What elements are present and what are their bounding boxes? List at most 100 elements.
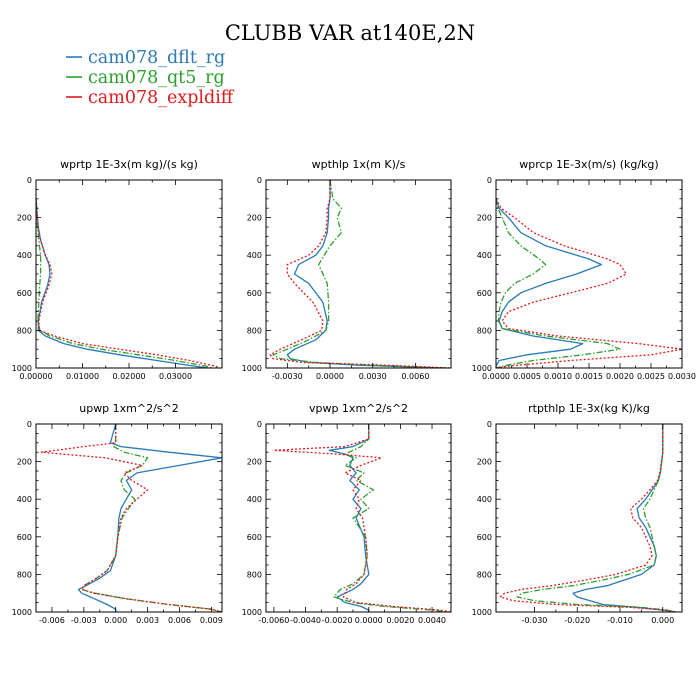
y-tick-label: 1000 [12,608,32,617]
y-tick-label: 1000 [242,364,262,373]
x-tick-label: 0.003 [136,616,159,625]
legend: cam078_dflt_rg cam078_qt5_rg cam078_expl… [66,48,235,108]
series-line-cam078-expldiff [273,424,451,612]
x-tick-label: 0.00000 [19,372,52,381]
x-tick-label: -0.030 [522,616,548,625]
y-tick-label: 1000 [12,364,32,373]
panel-title: rtpthlp 1E-3x(kg K)/kg [528,402,650,415]
panels: wprtp 1E-3x(m kg)/(s kg) 0 200 400 600 800 100… [12,158,696,625]
y-tick-label: 800 [247,326,262,335]
x-tick-label: 0.0005 [513,372,541,381]
y-tick-label: 800 [477,326,492,335]
y-tick-label: 400 [247,495,262,504]
x-tick-label: 0.0020 [606,372,634,381]
x-tick-label: 0.0040 [418,616,446,625]
x-tick-label: 0.0030 [359,372,387,381]
chart-panel-2: wpthlp 1x(m K)/s 0 200 400 600 800 1000 -0.0030… [242,158,452,381]
series-group [36,198,220,368]
series-line-cam078-qt5-rg [516,424,676,612]
y-tick-label: 200 [247,458,262,467]
y-tick-label: 800 [17,326,32,335]
y-tick-label: 200 [17,214,32,223]
legend-label-dflt: cam078_dflt_rg [88,48,225,68]
series-line-cam078-dflt-rg [496,198,603,368]
y-tick-label: 200 [17,458,32,467]
figure-title: CLUBB VAR at140E,2N [225,21,475,45]
y-tick-label: 600 [477,289,492,298]
x-tick-label: 0.0000 [316,372,344,381]
panel-title: upwp 1xm^2/s^2 [79,402,179,415]
y-tick-label: 1000 [472,608,492,617]
y-tick-label: 1000 [242,608,262,617]
series-line-cam078-dflt-rg [572,424,676,612]
panel-title: wpthlp 1x(m K)/s [312,158,406,171]
y-tick-label: 400 [247,251,262,260]
x-tick-label: 0.009 [200,616,223,625]
y-tick-label: 200 [477,458,492,467]
chart-panel-6: rtpthlp 1E-3x(kg K)/kg 0 200 400 600 800 1000 -… [472,402,683,625]
x-tick-label: 0.0015 [575,372,603,381]
y-tick-label: 0 [27,420,32,429]
x-tick-label: 0.006 [168,616,191,625]
series-line-cam078-qt5-rg [333,424,448,612]
chart-panel-4: upwp 1xm^2/s^2 0 200 400 600 800 1000 -0.006 -0.… [12,402,223,625]
y-tick-label: 600 [477,533,492,542]
x-tick-label: 0.0010 [544,372,572,381]
series-line-cam078-expldiff [40,424,222,612]
x-tick-label: 0.000 [651,616,674,625]
axes-frame [35,179,223,369]
panel-title: wprtp 1E-3x(m kg)/(s kg) [60,158,198,171]
y-tick-label: 400 [17,251,32,260]
y-tick-label: 1000 [472,364,492,373]
y-tick-label: 600 [17,289,32,298]
y-tick-label: 200 [247,214,262,223]
series-line-cam078-expldiff [496,198,682,368]
x-tick-label: 0.0020 [386,616,414,625]
x-tick-label: 0.000 [104,616,127,625]
y-tick-label: 400 [477,495,492,504]
legend-label-expldiff: cam078_expldiff [88,88,235,108]
x-tick-label: 0.0000 [355,616,383,625]
series-line-cam078-expldiff [499,424,676,612]
x-tick-label: 0.0030 [668,372,696,381]
chart-panel-1: wprtp 1E-3x(m kg)/(s kg) 0 200 400 600 800 100… [12,158,223,381]
panel-title: vpwp 1xm^2/s^2 [309,402,408,415]
x-tick-label: -0.020 [564,616,590,625]
y-tick-label: 600 [17,533,32,542]
series-line-cam078-qt5-rg [36,198,213,368]
series-group [273,424,451,612]
axes-frame [35,423,223,613]
x-tick-label: 0.0060 [401,372,429,381]
y-tick-label: 800 [477,570,492,579]
x-tick-label: -0.010 [607,616,633,625]
axes-frame [495,423,683,613]
x-tick-label: -0.0030 [272,372,303,381]
panel-title: wprcp 1E-3x(m/s) (kg/kg) [519,158,658,171]
x-tick-label: -0.0020 [322,616,353,625]
x-tick-label: 0.02000 [112,372,145,381]
series-line-cam078-expldiff [36,198,220,368]
series-line-cam078-expldiff [269,180,451,368]
series-group [269,180,451,368]
series-line-cam078-qt5-rg [81,424,222,612]
axes-frame [265,423,452,613]
chart-panel-3: wprcp 1E-3x(m/s) (kg/kg) 0 200 400 600 800 100… [472,158,696,381]
y-tick-label: 400 [17,495,32,504]
axes-frame [265,179,452,369]
y-tick-label: 200 [477,214,492,223]
series-group [40,424,222,612]
x-tick-label: -0.0040 [290,616,321,625]
series-line-cam078-dflt-rg [328,424,370,612]
y-tick-label: 800 [247,570,262,579]
y-tick-label: 0 [487,176,492,185]
x-tick-label: 0.0025 [637,372,665,381]
y-tick-label: 0 [27,176,32,185]
series-group [496,198,682,368]
y-tick-label: 0 [257,176,262,185]
series-line-cam078-qt5-rg [272,180,444,368]
x-tick-label: 0.0000 [482,372,510,381]
y-tick-label: 800 [17,570,32,579]
x-tick-label: -0.003 [71,616,97,625]
